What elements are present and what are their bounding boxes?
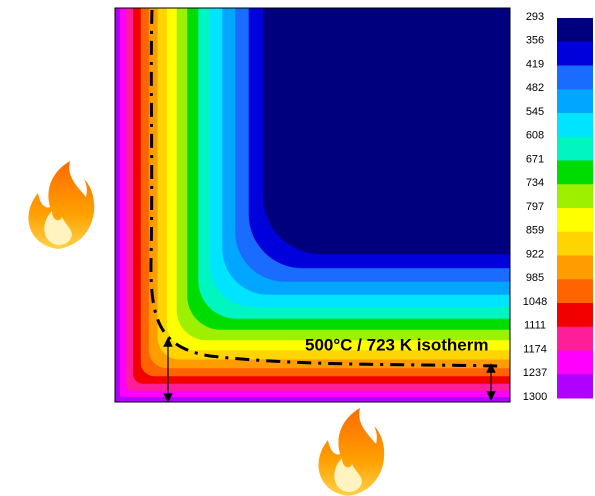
legend-swatch [557,232,593,256]
legend-swatch [557,374,593,398]
legend-swatch [557,89,593,113]
legend-swatch [557,327,593,351]
legend-label: 859 [526,225,544,237]
legend-label: 985 [526,272,544,284]
chart: 500°C / 723 K isotherm 293 356 419 482 545 60… [0,0,595,496]
legend-label: 545 [526,106,544,118]
legend-swatch [557,256,593,280]
legend-label: 1300 [523,391,547,403]
legend-swatch [557,351,593,375]
legend: 293 356 419 482 545 608 671 734 797 859 922 985 1048… [523,11,593,403]
contour-band [263,8,510,254]
legend-label: 797 [526,201,544,213]
legend-label: 1048 [523,296,547,308]
legend-label: 356 [526,35,544,47]
legend-label: 293 [526,11,544,23]
legend-label: 1237 [523,367,547,379]
legend-swatch [557,66,593,90]
legend-swatch [557,42,593,66]
legend-swatch [557,161,593,185]
legend-label: 922 [526,248,544,260]
legend-label: 608 [526,130,544,142]
legend-label: 482 [526,82,544,94]
legend-swatch [557,184,593,208]
legend-label: 419 [526,58,544,70]
flame [318,408,384,496]
flame [28,161,94,249]
page: 500°C / 723 K isotherm 293 356 419 482 545 60… [0,0,595,496]
legend-swatch [557,279,593,303]
legend-label: 1111 [524,320,546,332]
legend-swatch [557,303,593,327]
annotation: 500°C / 723 K isotherm [305,335,489,354]
legend-label: 1174 [523,343,547,355]
legend-swatch [557,137,593,161]
legend-swatch [557,208,593,232]
legend-swatch [557,18,593,42]
legend-swatch [557,113,593,137]
legend-label: 734 [526,177,544,189]
legend-label: 671 [526,153,544,165]
